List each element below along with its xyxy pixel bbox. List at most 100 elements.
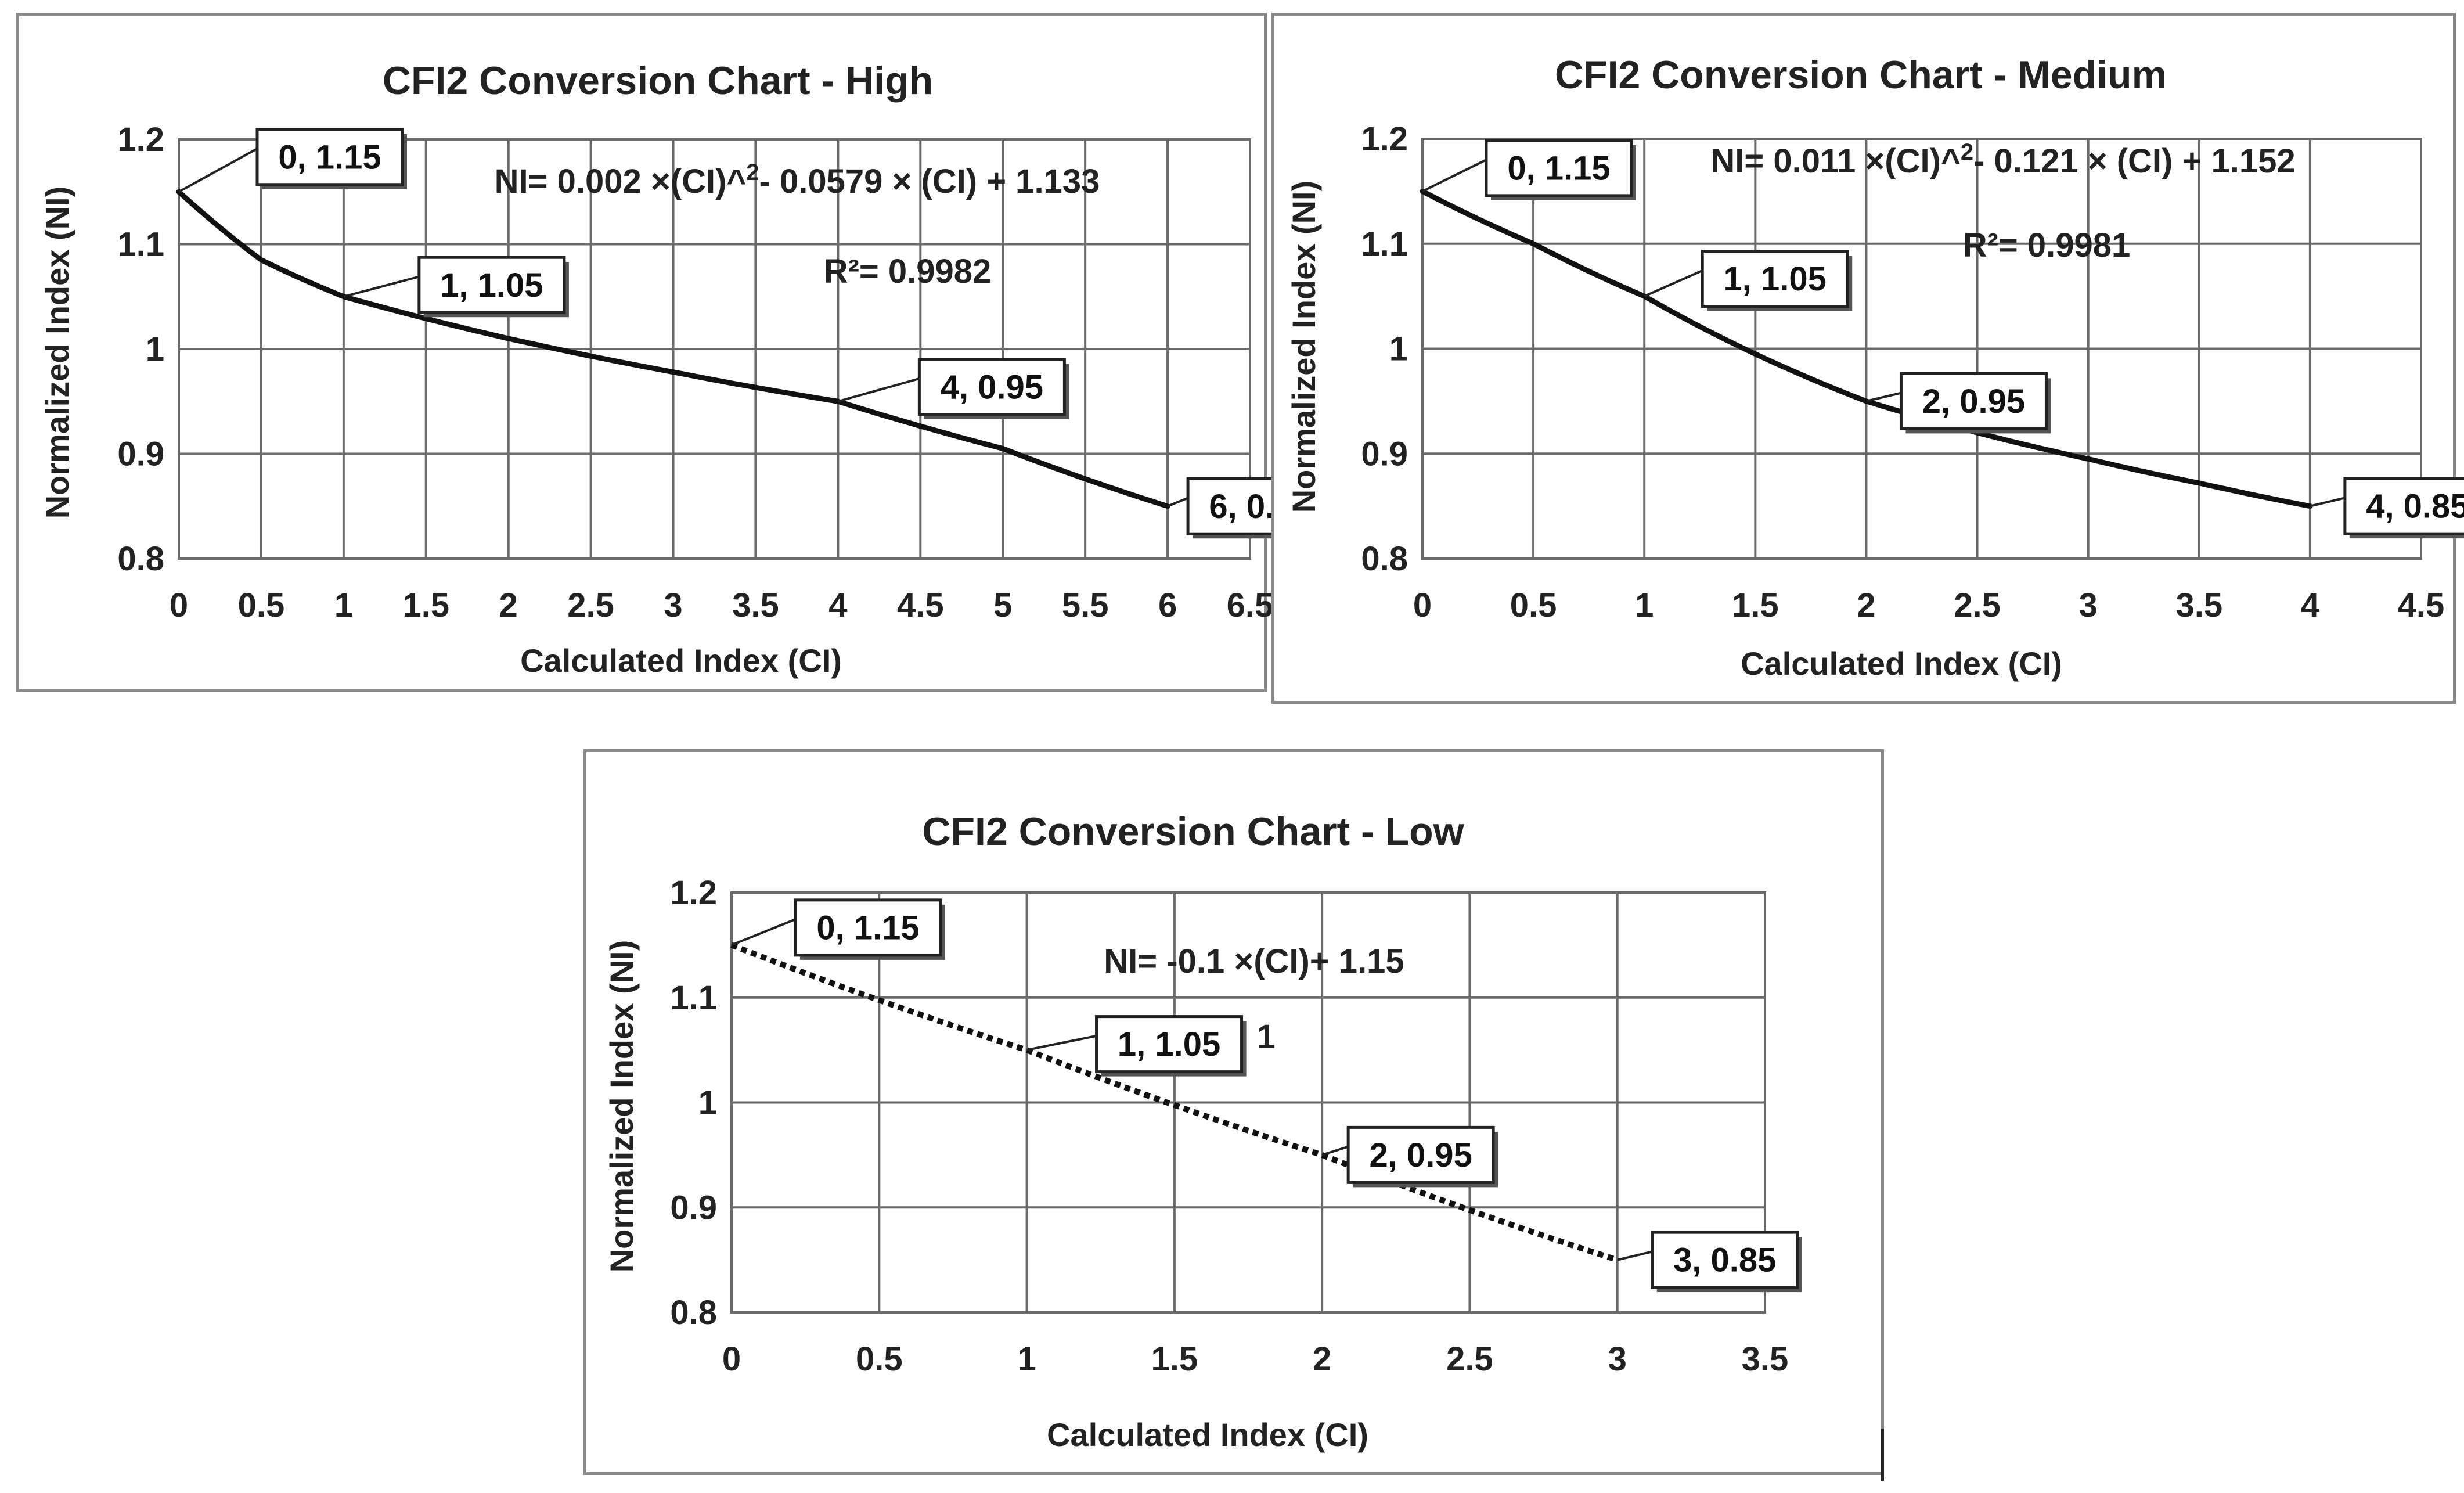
x-tick-label: 2.5 — [1446, 1340, 1493, 1378]
x-axis-label: Calculated Index (CI) — [1047, 1416, 1368, 1453]
data-label-pointer — [1644, 268, 1704, 297]
x-tick-label: 4 — [828, 587, 847, 624]
data-label-box — [1485, 139, 1633, 197]
y-tick-label: 1.1 — [117, 226, 164, 264]
x-tick-label: 1 — [334, 587, 353, 624]
y-axis-label: Normalized Index (NI) — [1285, 181, 1322, 513]
data-label: 0, 1.15 — [278, 138, 381, 176]
data-label: 3, 0.85 — [1673, 1242, 1776, 1279]
y-tick-label: 0.9 — [1361, 435, 1408, 473]
y-tick-label: 0.9 — [670, 1189, 717, 1226]
cursor-mark — [1881, 1429, 1884, 1481]
x-axis-label: Calculated Index (CI) — [1741, 645, 2062, 682]
x-tick-label: 2 — [1857, 587, 1875, 624]
trend-equation: NI= 0.011 ×(CI)^2- 0.121 × (CI) + 1.152 — [1710, 139, 2295, 180]
y-tick-label: 1 — [698, 1084, 717, 1122]
y-axis-label: Normalized Index (NI) — [603, 940, 640, 1273]
chart-panel-low: 0 0.5 1 1.5 2 2.5 3 3.5 0.8 0.9 1 1.1 1.2 CFI2 Conver… — [583, 749, 1884, 1475]
data-label-pointer — [731, 918, 797, 947]
data-label-box — [1095, 1015, 1244, 1074]
x-tick-label: 0.5 — [1510, 587, 1557, 624]
series-line — [730, 942, 1619, 1263]
series-line — [176, 189, 1170, 509]
x-tick-label: 2 — [1313, 1340, 1331, 1378]
x-tick-label: 1.5 — [402, 587, 449, 624]
chart-low-svg: 0 0.5 1 1.5 2 2.5 3 3.5 0.8 0.9 1 1.1 1.2 CFI2 Conver… — [603, 810, 1802, 1453]
x-tick-label: 1 — [1635, 587, 1654, 624]
x-tick-label: 3 — [1608, 1340, 1627, 1378]
x-tick-label: 3.5 — [2175, 587, 2222, 624]
plot-area — [1421, 138, 2422, 560]
r-squared-label: R²= 0.9982 — [824, 253, 992, 290]
x-tick-label: 6.5 — [1227, 587, 1274, 624]
y-tick-label: 1.1 — [1361, 225, 1408, 263]
series-line — [1420, 188, 2313, 509]
x-tick-label: 2.5 — [567, 587, 614, 624]
chart-title: CFI2 Conversion Chart - Low — [922, 810, 1464, 854]
data-label: 1, 1.05 — [440, 267, 543, 304]
data-label-pointer — [2310, 496, 2346, 515]
x-tick-label: 0 — [1413, 587, 1432, 624]
y-tick-label: 1 — [1389, 330, 1408, 368]
data-label-box — [1651, 1231, 1799, 1289]
chart-medium-svg: 0 0.5 1 1.5 2 2.5 3 3.5 4 4.5 0.8 0.9 1 1.1 1.2 CFI2 Co… — [1285, 53, 2464, 682]
data-label: 0, 1.15 — [1507, 149, 1610, 187]
trend-equation: NI= 0.002 ×(CI)^2- 0.0579 × (CI) + 1.133 — [495, 160, 1100, 200]
y-tick-label: 0.8 — [670, 1294, 717, 1332]
data-label: 0, 1.15 — [816, 909, 919, 947]
plot-area — [730, 891, 1766, 1314]
y-tick-label: 1.2 — [670, 874, 717, 912]
y-tick-label: 1.2 — [117, 121, 164, 159]
chart-high-svg: 0 0.5 1 1.5 2 2.5 3 3.5 4 4.5 5 5.5 6 6.5 0.8 0.9 1 1.1 1.… — [39, 59, 1338, 679]
y-tick-label: 1.1 — [670, 979, 717, 1017]
y-tick-label: 1 — [146, 330, 164, 368]
x-axis-label: Calculated Index (CI) — [520, 642, 842, 679]
x-tick-label: 1 — [1017, 1340, 1036, 1378]
trend-equation: NI= -0.1 ×(CI)+ 1.15 — [1104, 942, 1404, 980]
x-tick-label: 2.5 — [1954, 587, 2001, 624]
x-tick-label: 0.5 — [856, 1340, 903, 1378]
data-label-pointer — [1617, 1250, 1654, 1268]
chart-panel-high: 0 0.5 1 1.5 2 2.5 3 3.5 4 4.5 5 5.5 6 6.5 0.8 0.9 1 1.1 1.… — [16, 13, 1338, 692]
data-label-box — [2343, 477, 2464, 535]
data-label-pointer — [837, 377, 921, 403]
chart-title: CFI2 Conversion Chart - High — [383, 59, 933, 103]
x-tick-label: 4.5 — [897, 587, 944, 624]
data-label-box — [1346, 1125, 1495, 1184]
data-label: 4, 0.85 — [2366, 488, 2464, 526]
y-tick-label: 0.8 — [117, 540, 164, 578]
x-tick-label: 5 — [993, 587, 1012, 624]
chart-panel-medium: 0 0.5 1 1.5 2 2.5 3 3.5 4 4.5 0.8 0.9 1 1.1 1.2 CFI2 Co… — [1271, 13, 2464, 704]
data-label: 2, 0.95 — [1369, 1136, 1472, 1174]
data-label-pointer — [1026, 1034, 1098, 1053]
x-tick-label: 6 — [1158, 587, 1177, 624]
x-tick-label: 2 — [499, 587, 518, 624]
x-tick-label: 5.5 — [1062, 587, 1109, 624]
x-tick-label: 1.5 — [1732, 587, 1779, 624]
plot-area — [178, 138, 1251, 560]
data-label-box — [794, 898, 942, 957]
data-label: 1, 1.05 — [1724, 260, 1827, 298]
x-tick-label: 0 — [722, 1340, 741, 1378]
r-squared-label: R²= 0.9981 — [1963, 226, 2131, 264]
y-axis-label: Normalized Index (NI) — [39, 186, 75, 519]
x-tick-label: 3.5 — [1742, 1340, 1789, 1378]
x-tick-label: 4.5 — [2398, 587, 2445, 624]
x-tick-label: 3.5 — [732, 587, 779, 624]
data-label-box — [917, 358, 1066, 416]
data-label-pointer — [1422, 157, 1487, 193]
data-label-box — [255, 128, 404, 186]
x-tick-label: 0 — [170, 587, 188, 624]
data-label: 1, 1.05 — [1118, 1026, 1220, 1063]
x-tick-label: 0.5 — [238, 587, 285, 624]
data-label-pointer — [178, 146, 258, 193]
x-tick-label: 1.5 — [1151, 1340, 1198, 1378]
data-label: 2, 0.95 — [1922, 383, 2025, 420]
data-label-pointer — [343, 275, 420, 298]
data-label-pointer — [1167, 496, 1190, 515]
x-tick-label: 3 — [664, 587, 682, 624]
y-tick-label: 0.8 — [1361, 540, 1408, 578]
y-tick-label: 0.9 — [117, 436, 164, 473]
chart-title: CFI2 Conversion Chart - Medium — [1555, 53, 2167, 97]
data-label: 4, 0.95 — [941, 368, 1043, 406]
